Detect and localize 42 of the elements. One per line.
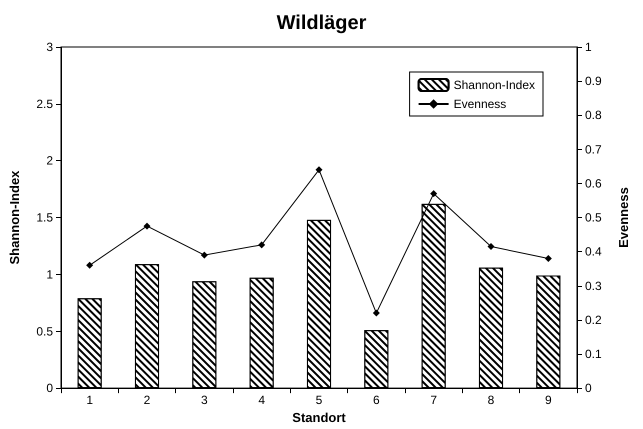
y-tick-label: 1.5: [36, 210, 54, 225]
y-tick-label: 2.5: [36, 96, 54, 111]
x-tick-label: 6: [372, 393, 380, 408]
point: [316, 166, 322, 174]
y2-axis-title: Evenness: [616, 187, 631, 248]
point: [544, 254, 552, 262]
y2-tick-label: 0.5: [585, 210, 602, 225]
y-tick-label: 1: [46, 267, 54, 282]
x-tick-label: 5: [316, 393, 323, 408]
point: [258, 241, 266, 248]
legend-label: Shannon-Index: [454, 78, 536, 92]
y-tick-label: 3: [46, 40, 54, 54]
x-axis-title: Standort: [292, 410, 346, 425]
y2-tick-label: 0.7: [585, 142, 602, 156]
y2-tick-label: 0.8: [585, 108, 602, 122]
x-tick-label: 3: [200, 393, 208, 408]
point: [372, 310, 380, 317]
chart-title: Wildläger: [276, 12, 367, 34]
y2-tick-label: 0.1: [585, 346, 602, 361]
point: [200, 252, 208, 259]
legend-label: Evenness: [454, 97, 506, 111]
y2-tick-label: 0.6: [585, 176, 602, 190]
x-tick-label: 4: [258, 393, 266, 408]
y2-tick-label: 0.4: [585, 244, 602, 259]
x-tick-label: 7: [430, 393, 438, 408]
y-tick-label: 0: [46, 381, 54, 396]
x-tick-label: 8: [488, 393, 495, 408]
x-tick-label: 9: [544, 393, 552, 408]
y-axis-title: Shannon-Index: [7, 170, 22, 264]
point: [144, 222, 150, 230]
y2-tick-label: 0.3: [585, 278, 602, 293]
x-tick-label: 2: [144, 393, 151, 408]
x-tick-label: 1: [86, 393, 94, 408]
y-tick-label: 0.5: [36, 324, 54, 338]
y2-tick-label: 1: [585, 40, 592, 54]
point: [86, 262, 94, 269]
y2-tick-label: 0.2: [585, 312, 602, 327]
y2-tick-label: 0.9: [585, 74, 602, 88]
point: [488, 243, 494, 250]
point: [430, 190, 438, 198]
y-tick-label: 2: [46, 154, 54, 168]
y2-tick-label: 0: [585, 381, 592, 396]
